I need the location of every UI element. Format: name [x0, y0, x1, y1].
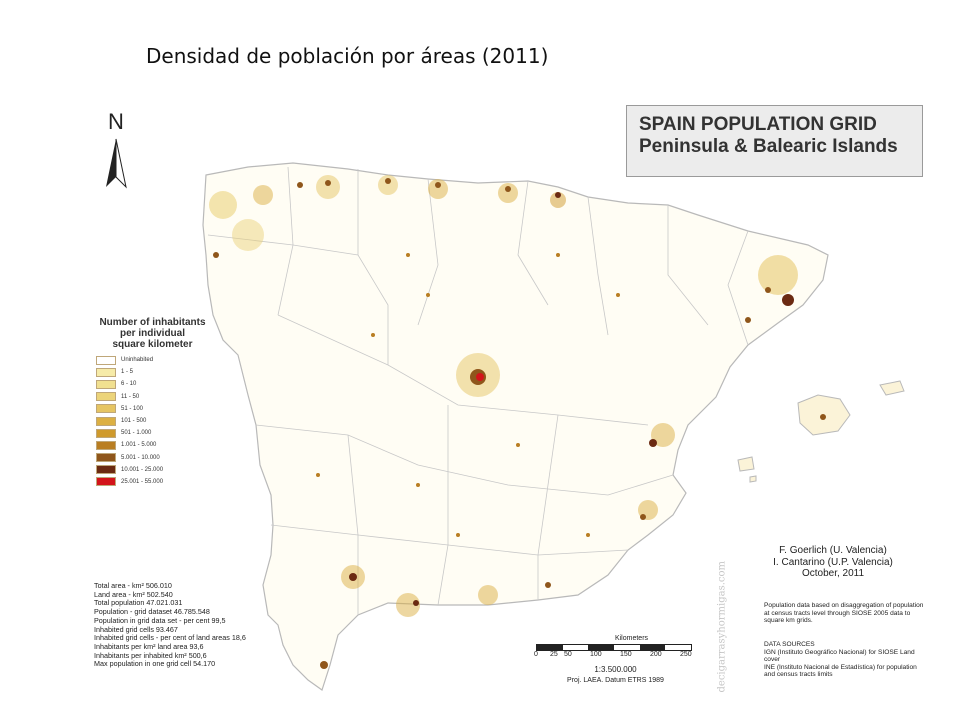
- slide-title: Densidad de población por áreas (2011): [146, 44, 549, 68]
- method-note: Population data based on disaggregation …: [764, 602, 924, 625]
- scale-bar-block: Kilometers 0 25 50 100 150 200 250 1:3.500.000…: [528, 635, 703, 684]
- legend-label: 51 - 100: [121, 405, 144, 412]
- legend-swatch: [96, 355, 116, 365]
- legend-swatch: [96, 392, 116, 402]
- ibiza-outline: [737, 456, 755, 472]
- legend-label: 6 - 10: [121, 381, 137, 388]
- legend-swatch: [96, 453, 116, 463]
- author-date: October, 2011: [801, 568, 865, 579]
- formentera-outline: [749, 475, 757, 483]
- legend-label: 25.001 - 55.000: [121, 478, 164, 485]
- watermark: decigarrasyhormigas.com: [712, 517, 728, 697]
- statistic-line: Total area - km² 506.010: [94, 581, 172, 590]
- map-title: SPAIN POPULATION GRID: [639, 114, 877, 135]
- population-map: N SPAIN POPULATION GRID Peninsula & Bale…: [88, 105, 928, 700]
- scale-tick-label: 0: [534, 651, 538, 658]
- legend-swatch: [96, 416, 116, 426]
- legend-item: 11 - 50: [90, 391, 215, 403]
- author-line: I. Cantarino (U.P. Valencia): [773, 556, 893, 568]
- scale-tick-label: 100: [590, 651, 602, 658]
- scale-tick-label: 25: [550, 651, 558, 658]
- data-sources: DATA SOURCES IGN (Instituto Geográfico N…: [764, 641, 926, 679]
- province-boundaries: [207, 166, 749, 615]
- legend-item: 101 - 500: [90, 415, 215, 427]
- legend-label: 101 - 500: [121, 418, 147, 425]
- legend-label: 1 - 5: [121, 369, 134, 376]
- legend-item: 1 - 5: [90, 366, 215, 378]
- watermark-text: decigarrasyhormigas.com: [716, 561, 728, 693]
- map-title-box: SPAIN POPULATION GRID Peninsula & Balear…: [626, 105, 923, 177]
- density-legend: Number of inhabitants per individual squ…: [90, 317, 215, 488]
- statistic-line: Population - grid dataset 46.785.548: [94, 607, 210, 617]
- legend-item: 5.001 - 10.000: [90, 452, 215, 464]
- statistic-line: Inhabited grid cells - per cent of land …: [94, 633, 246, 643]
- map-canvas: [202, 162, 905, 691]
- legend-title-line: square kilometer: [112, 339, 193, 350]
- data-source-item: IGN (Instituto Geográfico Nacional) for …: [764, 648, 915, 664]
- population-statistics: Total area - km² 506.010 Land area - km² …: [94, 581, 324, 669]
- legend-label: 11 - 50: [121, 393, 140, 400]
- legend-label: 10.001 - 25.000: [121, 466, 164, 473]
- legend-item: 1.001 - 5.000: [90, 439, 215, 451]
- statistic-line: Land area - km² 502.540: [94, 589, 173, 599]
- legend-items: Uninhabited 1 - 5 6 - 10 11 - 50 51 - 100 101…: [90, 354, 215, 488]
- legend-item: 25.001 - 55.000: [90, 476, 215, 488]
- legend-swatch: [96, 367, 116, 377]
- north-arrow: N: [98, 109, 134, 189]
- statistic-line: Total population 47.021.031: [94, 598, 183, 608]
- north-arrow-icon: [106, 138, 127, 189]
- legend-label: 1.001 - 5.000: [121, 442, 157, 449]
- legend-swatch: [96, 465, 116, 475]
- scale-ticks: 0 25 50 100 150 200 250: [528, 651, 703, 661]
- legend-item: 10.001 - 25.000: [90, 464, 215, 476]
- legend-swatch: [96, 428, 116, 438]
- scale-tick-label: 50: [564, 651, 572, 658]
- statistic-line: Max population in one grid cell 54.170: [94, 659, 216, 669]
- scale-tick-label: 200: [650, 651, 662, 658]
- scale-title: Kilometers: [614, 635, 649, 642]
- scale-tick-label: 250: [680, 651, 692, 658]
- legend-swatch: [96, 477, 116, 487]
- scale-bar: [536, 644, 692, 651]
- legend-item: 51 - 100: [90, 403, 215, 415]
- legend-label: Uninhabited: [121, 357, 154, 364]
- statistic-line: Population in grid data set - per cent 9…: [94, 615, 226, 625]
- menorca-outline: [879, 380, 905, 396]
- statistic-line: Inhabitants per inhabited km² 500,6: [94, 650, 207, 660]
- legend-label: 501 - 1.000: [121, 430, 152, 437]
- scale-ratio: 1:3.500.000: [594, 665, 637, 674]
- legend-title-line: Number of inhabitants: [99, 317, 206, 328]
- data-sources-heading: DATA SOURCES: [764, 641, 815, 648]
- legend-label: 5.001 - 10.000: [121, 454, 160, 461]
- statistic-line: Inhabited grid cells 93.467: [94, 624, 178, 634]
- map-subtitle: Peninsula & Balearic Islands: [639, 136, 898, 157]
- legend-item: 501 - 1.000: [90, 427, 215, 439]
- data-source-item: INE (Instituto Nacional de Estadística) …: [764, 663, 917, 679]
- projection-note: Proj. LAEA. Datum ETRS 1989: [567, 677, 664, 684]
- legend-title-line: per individual: [119, 328, 185, 339]
- legend-swatch: [96, 404, 116, 414]
- legend-item: Uninhabited: [90, 354, 215, 366]
- legend-swatch: [96, 379, 116, 389]
- peninsula-outline: [202, 162, 829, 691]
- north-label: N: [108, 109, 124, 134]
- statistic-line: Inhabitants per km² land area 93,6: [94, 641, 204, 651]
- authors: F. Goerlich (U. Valencia) I. Cantarino (…: [743, 545, 923, 580]
- author-line: F. Goerlich (U. Valencia): [779, 545, 887, 556]
- population-density-dots: [209, 175, 826, 669]
- scale-tick-label: 150: [620, 651, 632, 658]
- legend-title: Number of inhabitants per individual squ…: [90, 317, 215, 350]
- legend-item: 6 - 10: [90, 378, 215, 390]
- legend-swatch: [96, 440, 116, 450]
